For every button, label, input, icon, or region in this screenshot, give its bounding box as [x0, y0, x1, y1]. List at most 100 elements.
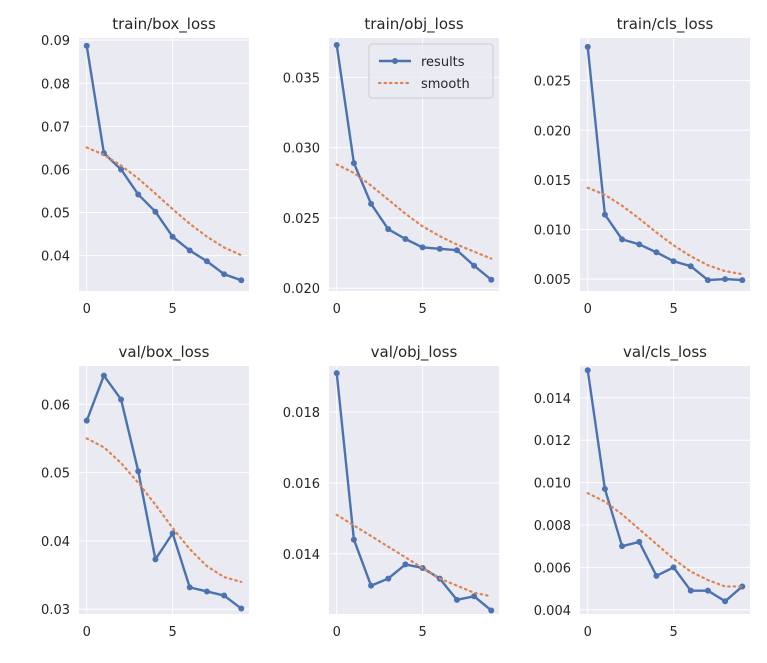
y-tick-label: 0.005 — [534, 273, 571, 288]
x-tick-label: 5 — [669, 625, 677, 640]
y-tick-label: 0.05 — [41, 207, 70, 222]
data-point — [471, 593, 478, 600]
data-point — [636, 241, 643, 248]
x-tick-label: 5 — [418, 625, 426, 640]
series-line-results — [586, 46, 743, 282]
y-tick-label: 0.020 — [283, 282, 320, 297]
y-tick-label: 0.09 — [41, 34, 70, 49]
y-tick-label: 0.04 — [41, 250, 70, 265]
data-point — [687, 587, 694, 594]
data-point — [350, 160, 357, 167]
y-tick-label: 0.008 — [534, 519, 571, 534]
legend: results smooth — [368, 43, 494, 99]
y-tick-label: 0.012 — [534, 434, 571, 449]
data-point — [169, 233, 176, 240]
data-point — [471, 262, 478, 269]
plot-background — [580, 38, 750, 291]
data-point — [619, 236, 626, 243]
data-point — [419, 244, 426, 251]
data-point — [350, 536, 357, 543]
data-point — [722, 598, 729, 605]
y-tick-label: 0.06 — [41, 398, 70, 413]
data-point — [385, 575, 392, 582]
data-point — [368, 582, 375, 589]
data-point — [402, 561, 409, 568]
subplot-title: train/obj_loss — [364, 15, 463, 34]
data-point — [186, 584, 193, 591]
y-tick-label: 0.03 — [41, 603, 70, 618]
data-point — [436, 245, 443, 252]
subplot: val/obj_loss 0.014 0.016 0.018 0 5 — [283, 343, 499, 640]
plot-background — [79, 38, 249, 291]
data-point — [203, 258, 210, 265]
data-point — [739, 583, 746, 590]
data-point — [704, 587, 711, 594]
x-tick-label: 0 — [83, 302, 91, 317]
data-point — [238, 277, 245, 284]
legend-label: smooth — [421, 77, 470, 92]
series-line-results — [335, 372, 493, 612]
series-line-results — [335, 44, 493, 281]
data-point — [584, 43, 591, 50]
data-point — [118, 166, 125, 173]
data-point — [333, 370, 340, 377]
y-tick-label: 0.06 — [41, 163, 70, 178]
x-tick-label: 0 — [584, 302, 592, 317]
subplot: val/box_loss 0.03 0.04 0.05 0.06 0 5 — [41, 343, 249, 640]
y-tick-label: 0.04 — [41, 535, 70, 550]
data-point — [221, 592, 228, 599]
legend-label: results — [421, 55, 465, 70]
legend-marker — [392, 58, 398, 64]
y-tick-label: 0.035 — [283, 71, 320, 86]
data-point — [152, 208, 159, 215]
data-point — [169, 530, 176, 537]
y-tick-label: 0.025 — [283, 212, 320, 227]
data-point — [135, 468, 142, 475]
data-point — [619, 543, 626, 550]
y-tick-label: 0.025 — [534, 75, 571, 90]
data-point — [687, 263, 694, 270]
series-line-smooth — [335, 513, 493, 598]
y-tick-label: 0.015 — [534, 174, 571, 189]
data-point — [601, 211, 608, 218]
x-tick-label: 5 — [168, 625, 176, 640]
series-line-smooth — [85, 146, 243, 257]
data-point — [636, 538, 643, 545]
data-point — [203, 588, 210, 595]
y-tick-label: 0.05 — [41, 467, 70, 482]
subplot-title: val/cls_loss — [623, 343, 707, 362]
data-point — [152, 556, 159, 563]
series-line-smooth — [586, 186, 744, 276]
data-point — [100, 372, 107, 379]
legend-box — [368, 43, 494, 99]
subplot: train/box_loss 0.04 0.05 0.06 0.07 0.08 0.09 0 5 — [41, 15, 249, 317]
series-line-smooth — [85, 437, 243, 583]
y-tick-label: 0.014 — [283, 548, 320, 563]
x-tick-label: 5 — [168, 302, 176, 317]
series-line-smooth — [586, 492, 744, 588]
data-point — [584, 367, 591, 374]
subplot-title: val/box_loss — [119, 343, 210, 362]
y-tick-label: 0.016 — [283, 477, 320, 492]
data-point — [670, 258, 677, 265]
x-tick-label: 5 — [418, 302, 426, 317]
data-point — [653, 249, 660, 256]
subplot: train/cls_loss 0.005 0.010 0.015 0.020 0.025 0… — [534, 15, 750, 317]
x-tick-label: 0 — [333, 625, 341, 640]
plot-background — [329, 366, 499, 614]
data-point — [453, 247, 460, 254]
data-point — [83, 417, 90, 424]
data-point — [704, 277, 711, 284]
y-tick-label: 0.030 — [283, 142, 320, 157]
data-point — [402, 235, 409, 242]
plot-background — [79, 366, 249, 614]
subplot-title: train/box_loss — [112, 15, 216, 34]
data-point — [739, 277, 746, 284]
subplot: train/obj_loss 0.020 0.025 0.030 0.035 0 5 resu… — [283, 15, 499, 317]
data-point — [653, 572, 660, 579]
data-point — [221, 271, 228, 278]
data-point — [722, 276, 729, 283]
subplot-title: train/cls_loss — [617, 15, 714, 34]
data-point — [186, 247, 193, 254]
